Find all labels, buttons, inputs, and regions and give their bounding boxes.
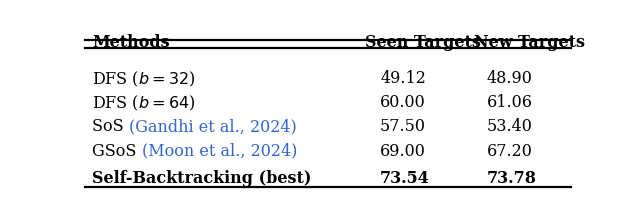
Text: Seen Targets: Seen Targets	[365, 34, 481, 51]
Text: 73.78: 73.78	[487, 170, 537, 187]
Text: 61.06: 61.06	[487, 94, 532, 111]
Text: 60.00: 60.00	[380, 94, 426, 111]
Text: SoS: SoS	[92, 118, 129, 135]
Text: 53.40: 53.40	[487, 118, 532, 135]
Text: (Moon et al., 2024): (Moon et al., 2024)	[142, 143, 297, 160]
Text: 57.50: 57.50	[380, 118, 426, 135]
Text: GSoS: GSoS	[92, 143, 142, 160]
Text: DFS ($b = 64$): DFS ($b = 64$)	[92, 94, 196, 113]
Text: Methods: Methods	[92, 34, 170, 51]
Text: 73.54: 73.54	[380, 170, 430, 187]
Text: New Targets: New Targets	[474, 34, 586, 51]
Text: 67.20: 67.20	[487, 143, 532, 160]
Text: DFS ($b = 32$): DFS ($b = 32$)	[92, 70, 196, 89]
Text: 48.90: 48.90	[487, 70, 532, 87]
Text: 49.12: 49.12	[380, 70, 426, 87]
Text: (Gandhi et al., 2024): (Gandhi et al., 2024)	[129, 118, 297, 135]
Text: 69.00: 69.00	[380, 143, 426, 160]
Text: Self-Backtracking (best): Self-Backtracking (best)	[92, 170, 312, 187]
